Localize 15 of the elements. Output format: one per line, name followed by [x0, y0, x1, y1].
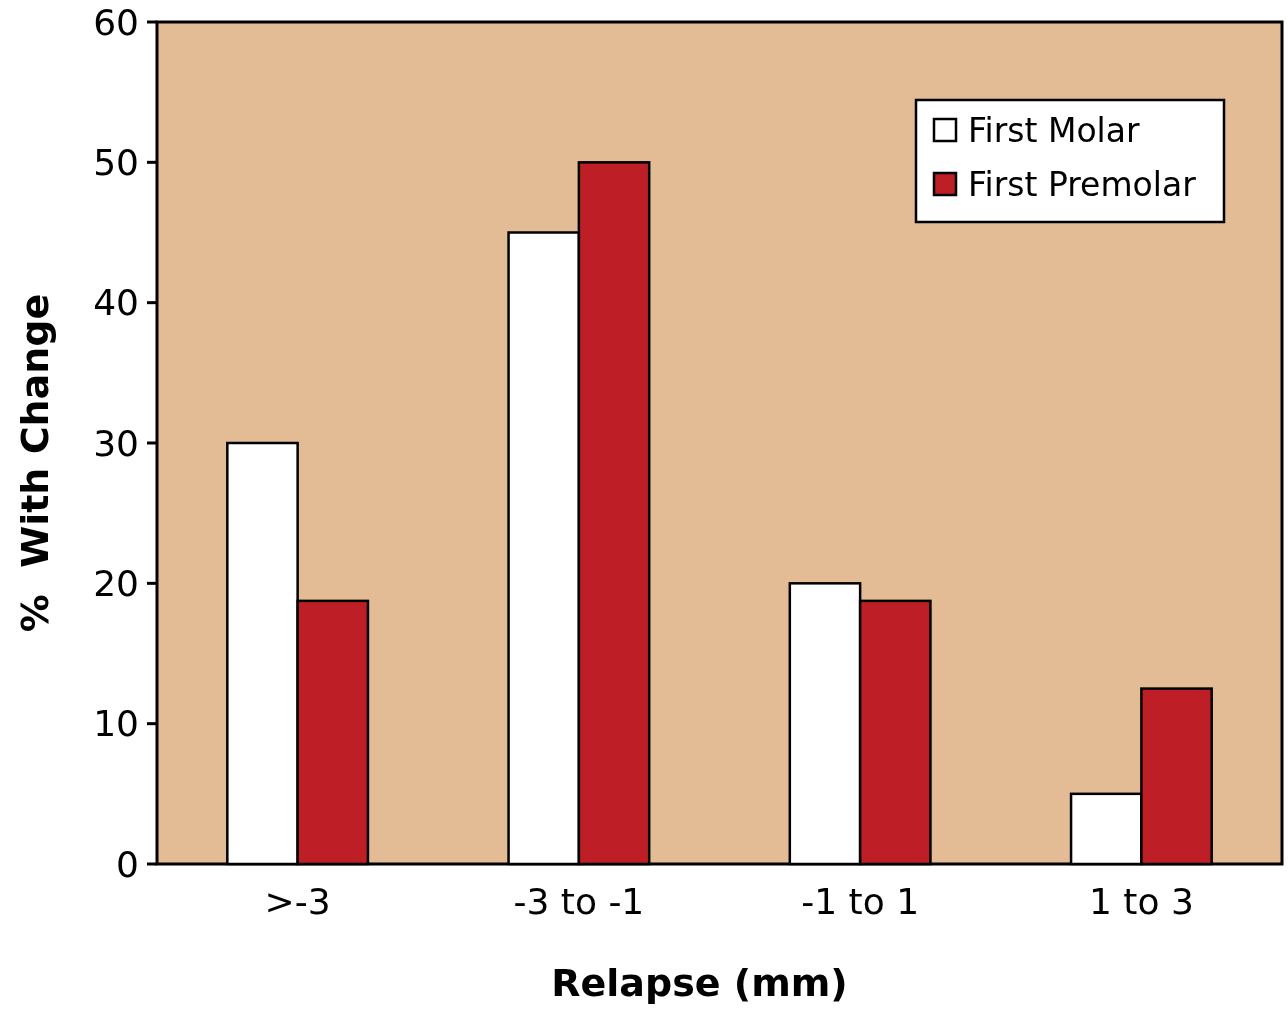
y-tick-label: 40: [93, 282, 139, 324]
x-tick-label: 1 to 3: [1088, 881, 1194, 922]
x-tick-label: -1 to 1: [801, 881, 920, 922]
y-axis-title: % With Change: [13, 293, 57, 633]
y-tick-label: 60: [93, 1, 139, 43]
legend-label: First Molar: [968, 110, 1140, 150]
x-axis-title: Relapse (mm): [551, 961, 848, 1005]
y-tick-label: 10: [93, 703, 139, 745]
x-tick-label: >-3: [264, 881, 331, 922]
x-tick-label: -3 to -1: [513, 881, 645, 922]
legend-label: First Premolar: [968, 164, 1197, 204]
y-tick-label: 30: [93, 422, 139, 464]
y-tick-label: 0: [116, 843, 139, 885]
y-tick-label: 20: [93, 562, 139, 604]
y-tick-label: 50: [93, 141, 139, 183]
